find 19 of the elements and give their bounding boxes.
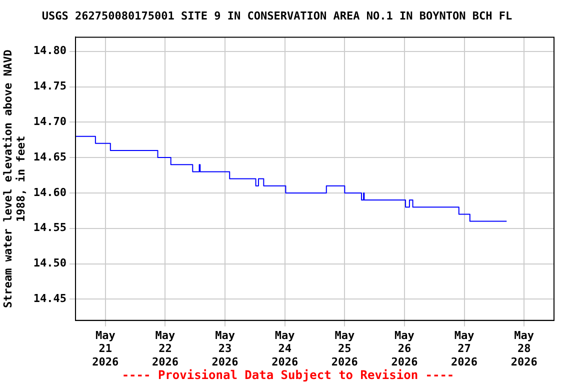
y-axis-title: Stream water level elevation above NAVD 1988, in feet bbox=[1, 49, 28, 308]
x-tick-label: May 24 2026 bbox=[272, 328, 298, 368]
y-tick-label: 14.45 bbox=[33, 292, 67, 306]
chart-title: USGS 262750080175001 SITE 9 IN CONSERVATION AREA NO.1 IN BOYNTON BCH FL bbox=[42, 9, 512, 22]
x-tick-label: May 28 2026 bbox=[510, 328, 538, 368]
y-tick-label: 14.65 bbox=[33, 150, 67, 164]
x-tick-label: May 22 2026 bbox=[152, 328, 179, 368]
x-tick-label: May 23 2026 bbox=[212, 328, 239, 368]
text: ---- Provisional Data Subject to Revision ---- bbox=[122, 368, 454, 382]
y-tick-label: 14.70 bbox=[33, 115, 67, 128]
y-tick-label: 14.60 bbox=[33, 186, 67, 199]
y-tick-label: 14.75 bbox=[33, 80, 67, 93]
x-tick-label: May 26 2026 bbox=[391, 328, 418, 368]
x-tick-label: May 27 2026 bbox=[451, 328, 478, 368]
y-tick-label: 14.80 bbox=[33, 44, 67, 58]
y-tick-label: 14.55 bbox=[33, 221, 67, 234]
x-tick-label: May 25 2026 bbox=[331, 328, 358, 368]
x-tick-label: May 21 2026 bbox=[92, 328, 120, 368]
y-tick-label: 14.50 bbox=[33, 256, 67, 270]
